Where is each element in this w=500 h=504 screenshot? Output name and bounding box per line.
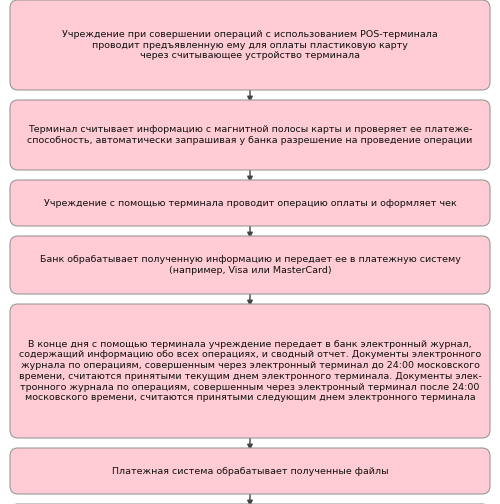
Text: Платежная система обрабатывает полученные файлы: Платежная система обрабатывает полученны… — [112, 467, 388, 475]
FancyBboxPatch shape — [10, 304, 490, 438]
Text: Терминал считывает информацию с магнитной полосы карты и проверяет ее платеже-
с: Терминал считывает информацию с магнитно… — [28, 125, 472, 145]
FancyBboxPatch shape — [10, 236, 490, 294]
FancyBboxPatch shape — [10, 180, 490, 226]
Text: В конце дня с помощью терминала учреждение передает в банк электронный журнал,
с: В конце дня с помощью терминала учрежден… — [18, 340, 481, 402]
FancyBboxPatch shape — [10, 0, 490, 90]
Text: Учреждение с помощью терминала проводит операцию оплаты и оформляет чек: Учреждение с помощью терминала проводит … — [44, 199, 457, 208]
FancyBboxPatch shape — [10, 448, 490, 494]
Text: Банк обрабатывает полученную информацию и передает ее в платежную систему
(напри: Банк обрабатывает полученную информацию … — [40, 255, 461, 275]
FancyBboxPatch shape — [10, 100, 490, 170]
Text: Учреждение при совершении операций с использованием POS-терминала
проводит предъ: Учреждение при совершении операций с исп… — [62, 30, 438, 60]
